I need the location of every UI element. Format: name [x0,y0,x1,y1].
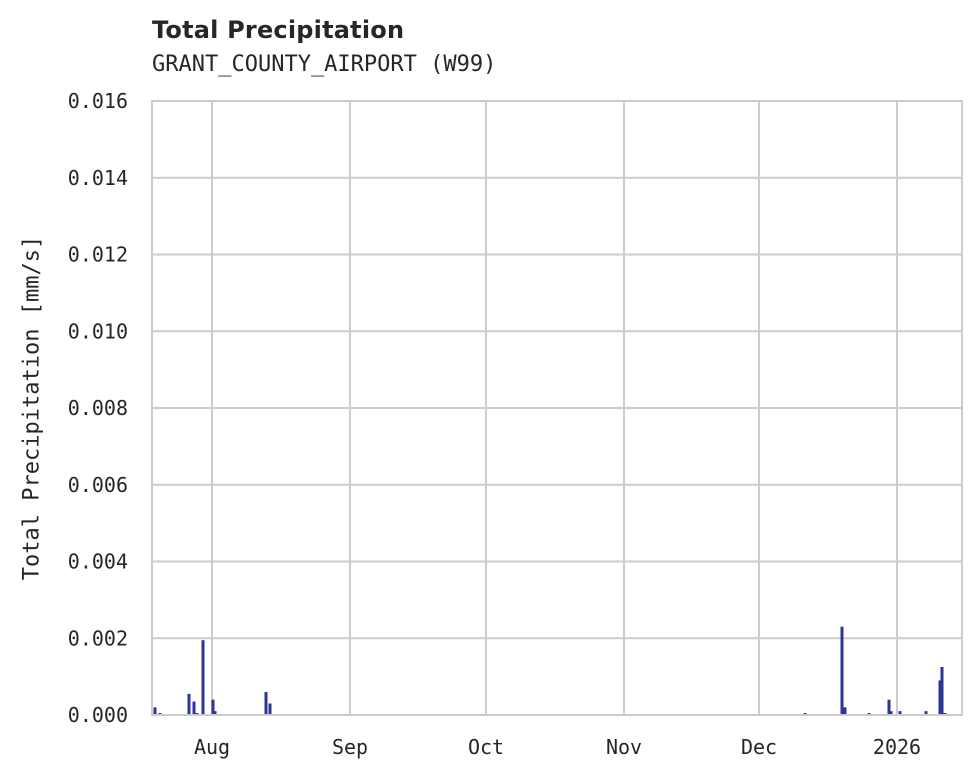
y-tick-label: 0.010 [68,319,128,343]
precip-bar [898,711,902,715]
precip-bar [187,693,191,715]
y-tick-label: 0.002 [68,626,128,650]
y-tick-label: 0.012 [68,243,128,267]
grid-lines [152,100,962,716]
precip-bar [938,680,942,715]
precip-bar [843,707,847,715]
y-tick-label: 0.008 [68,396,128,420]
chart-title: Total Precipitation [152,16,405,44]
y-tick-label: 0.004 [68,550,128,574]
precip-bar [213,711,217,715]
x-tick-label: Nov [606,735,642,759]
precip-bar [924,711,928,715]
chart-subtitle: GRANT_COUNTY_AIRPORT (W99) [152,52,497,77]
precip-bar [887,699,891,715]
bars [153,626,947,715]
x-tick-label: Aug [194,735,230,759]
y-tick-label: 0.014 [68,166,128,190]
precip-bar [201,640,205,715]
plot-frame [151,100,963,716]
x-tick-label: Dec [741,735,777,759]
y-tick-label: 0.006 [68,473,128,497]
precip-bar [153,707,157,715]
x-axis-ticks: Aug Sep Oct Nov Dec 2026 [194,735,921,759]
precip-bar [192,701,196,715]
precip-bar [889,711,893,715]
x-tick-label: Sep [332,735,368,759]
precip-bar [264,691,268,715]
y-tick-label: 0.000 [68,703,128,727]
x-tick-label: 2026 [873,735,921,759]
precip-bar [268,703,272,715]
y-tick-label: 0.016 [68,89,128,113]
precip-bar [840,626,844,715]
x-tick-label: Oct [468,735,504,759]
y-axis-ticks: 0.000 0.002 0.004 0.006 0.008 0.010 0.012 0.014… [68,89,128,727]
precip-bar [940,667,944,715]
precip-bar [211,699,215,715]
